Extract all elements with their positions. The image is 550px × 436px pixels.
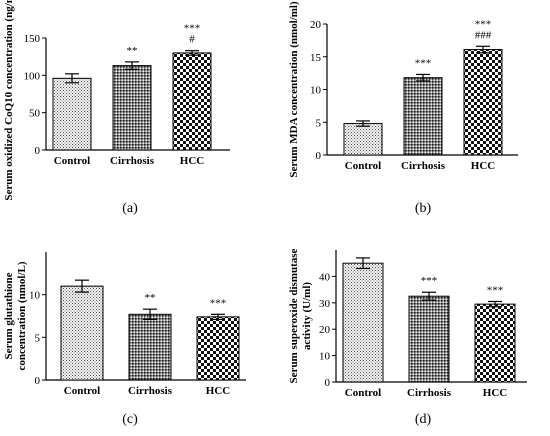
chart-panel: 0 10 20 30 40 Serum superoxide dismutaseactiv…: [288, 248, 527, 427]
bar: [342, 262, 384, 383]
category-label: Cirrhosis: [110, 155, 155, 167]
y-axis-title-line: Serum superoxide dismutase: [288, 248, 300, 383]
bar: [60, 285, 104, 381]
y-tick-label: 10: [319, 351, 331, 363]
category-label: HCC: [180, 155, 205, 167]
y-axis-title-line: concentration (nmol/L): [16, 261, 28, 370]
y-axis-title: Serum MDA concentration (nmol/ml): [288, 1, 300, 178]
significance-label: ***: [184, 23, 201, 35]
significance-label: #: [189, 34, 195, 46]
y-tick-label: 50: [29, 108, 41, 120]
y-axis-title-line: Serum glutathione: [3, 272, 15, 359]
y-tick-label: 0: [325, 377, 331, 389]
category-label: Control: [345, 160, 381, 172]
y-axis-title: Serum superoxide dismutaseactivity (U/ml…: [288, 248, 313, 383]
category-label: Control: [345, 387, 381, 399]
y-axis-title: Serum oxidized CoQ10 concentration (ng/m…: [3, 0, 15, 201]
y-tick-label: 15: [310, 52, 322, 64]
category-label: Cirrhosis: [401, 160, 446, 172]
bar: [172, 52, 212, 151]
bar: [52, 77, 92, 151]
y-axis-title: Serum glutathioneconcentration (nmol/L): [3, 261, 28, 370]
category-label: HCC: [471, 160, 496, 172]
bar: [408, 295, 450, 383]
significance-label: ***: [475, 18, 492, 30]
bar: [128, 313, 172, 381]
y-tick-label: 20: [310, 19, 322, 31]
panel-label: (c): [122, 412, 138, 427]
y-tick-label: 150: [24, 33, 41, 45]
bar: [463, 49, 503, 156]
significance-label: ###: [475, 29, 492, 41]
chart-panel: 0 5 10 15 20 Serum MDA concentration (nmol/ml…: [288, 1, 518, 216]
y-tick-label: 20: [319, 324, 331, 336]
category-label: Control: [54, 155, 90, 167]
significance-label: ***: [487, 284, 504, 296]
significance-label: ***: [210, 297, 227, 309]
y-tick-label: 10: [29, 290, 41, 302]
category-label: Control: [64, 385, 100, 397]
significance-label: **: [145, 292, 156, 304]
significance-label: ***: [421, 275, 438, 287]
bar: [196, 316, 240, 381]
category-label: HCC: [206, 385, 231, 397]
panel-label: (a): [122, 201, 138, 216]
y-tick-label: 0: [35, 375, 41, 387]
panel-label: (d): [415, 412, 432, 427]
y-tick-label: 40: [319, 271, 331, 283]
y-tick-label: 0: [35, 145, 41, 157]
bar: [343, 123, 383, 156]
y-tick-label: 5: [316, 117, 322, 129]
panel-label: (b): [415, 201, 432, 216]
bar: [112, 65, 152, 151]
significance-label: **: [127, 45, 138, 57]
y-tick-label: 30: [319, 298, 331, 310]
y-tick-label: 5: [35, 332, 41, 344]
y-tick-label: 100: [24, 70, 41, 82]
category-label: Cirrhosis: [407, 387, 452, 399]
y-axis-title-line: activity (U/ml): [301, 282, 313, 350]
category-label: Cirrhosis: [128, 385, 173, 397]
y-tick-label: 0: [316, 150, 322, 162]
y-tick-label: 10: [310, 85, 322, 97]
significance-label: ***: [415, 57, 432, 69]
category-label: HCC: [483, 387, 508, 399]
chart-panel: 0 50 100 150 Serum oxidized CoQ10 concentrat…: [3, 0, 230, 216]
bar: [474, 303, 516, 383]
bar: [403, 77, 443, 156]
